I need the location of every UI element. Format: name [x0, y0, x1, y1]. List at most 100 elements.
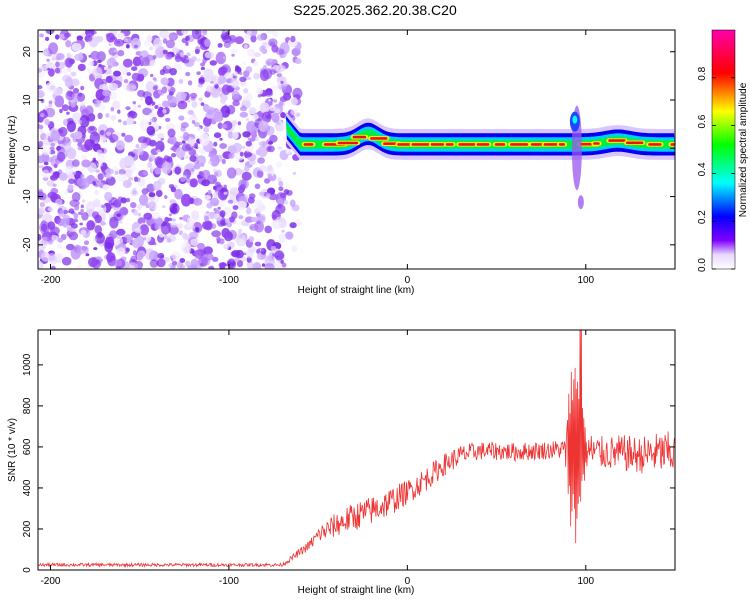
- noise-speckle: [231, 90, 240, 99]
- snr-ytick-label: 400: [22, 479, 33, 496]
- noise-speckle: [87, 35, 93, 42]
- noise-speckle: [170, 206, 178, 214]
- noise-speckle: [68, 231, 79, 241]
- noise-speckle: [201, 169, 211, 179]
- noise-speckle: [252, 114, 259, 120]
- noise-speckle: [231, 38, 237, 43]
- noise-speckle: [291, 204, 300, 212]
- noise-speckle: [116, 213, 122, 218]
- noise-speckle: [87, 125, 97, 134]
- snr-ylabel: SNR (10 * v/v): [7, 418, 18, 482]
- noise-speckle: [256, 169, 264, 178]
- noise-speckle: [76, 245, 85, 255]
- noise-speckle: [120, 197, 127, 204]
- noise-speckle: [164, 216, 170, 223]
- noise-speckle: [165, 53, 173, 60]
- noise-speckle: [39, 165, 44, 169]
- noise-speckle: [255, 215, 266, 224]
- noise-speckle: [220, 93, 228, 102]
- noise-speckle: [295, 58, 302, 65]
- noise-speckle: [97, 153, 105, 163]
- noise-speckle: [67, 184, 74, 191]
- noise-speckle: [277, 70, 282, 74]
- noise-speckle: [178, 141, 183, 146]
- burst-lower-blob: [577, 195, 584, 210]
- noise-speckle: [243, 88, 249, 94]
- noise-speckle: [41, 169, 50, 179]
- noise-speckle: [254, 52, 261, 57]
- noise-speckle: [180, 177, 186, 182]
- noise-speckle: [68, 58, 75, 65]
- noise-speckle: [214, 172, 219, 177]
- noise-speckle: [178, 115, 185, 121]
- noise-speckle: [123, 155, 134, 167]
- noise-speckle: [180, 52, 185, 58]
- noise-speckle: [137, 104, 141, 108]
- noise-speckle: [254, 241, 262, 247]
- noise-speckle: [166, 237, 172, 243]
- noise-speckle: [191, 210, 199, 221]
- noise-speckle: [38, 116, 44, 123]
- noise-speckle: [125, 197, 131, 203]
- noise-speckle: [270, 245, 277, 251]
- noise-speckle: [48, 68, 55, 77]
- noise-speckle: [110, 106, 115, 112]
- noise-speckle: [156, 149, 161, 154]
- noise-speckle: [261, 111, 272, 123]
- noise-speckle: [66, 147, 77, 160]
- noise-speckle: [45, 82, 56, 92]
- noise-speckle: [55, 198, 63, 207]
- noise-speckle: [197, 126, 201, 132]
- noise-speckle: [58, 61, 65, 70]
- noise-speckle: [81, 177, 91, 188]
- noise-speckle: [48, 42, 59, 55]
- noise-speckle: [127, 262, 138, 269]
- colorbar: 0.0 0.2 0.4 0.6 0.8 Normalized spectral ampl…: [697, 29, 749, 272]
- noise-speckle: [93, 247, 98, 251]
- noise-speckle: [140, 56, 150, 67]
- noise-speckle: [73, 218, 79, 223]
- noise-speckle: [83, 240, 90, 245]
- noise-speckle: [125, 106, 131, 111]
- noise-speckle: [105, 113, 110, 118]
- noise-speckle: [278, 181, 284, 187]
- noise-speckle: [175, 91, 186, 104]
- noise-speckle: [108, 82, 119, 91]
- noise-speckle: [274, 250, 285, 261]
- noise-speckle: [131, 258, 136, 263]
- noise-speckle: [105, 75, 113, 83]
- noise-speckle: [236, 260, 244, 268]
- snr-xtick-label: -200: [40, 576, 60, 587]
- noise-speckle: [43, 51, 47, 56]
- noise-speckle: [54, 95, 65, 108]
- noise-speckle: [161, 161, 172, 175]
- noise-speckle: [117, 173, 127, 182]
- noise-speckle: [222, 34, 232, 44]
- noise-speckle: [246, 120, 256, 134]
- noise-speckle: [71, 42, 82, 52]
- noise-speckle: [250, 34, 257, 43]
- noise-speckle: [154, 166, 162, 175]
- noise-speckle: [229, 187, 239, 196]
- noise-speckle: [204, 76, 211, 83]
- noise-speckle: [93, 132, 99, 137]
- noise-speckle: [48, 252, 56, 262]
- noise-speckle: [253, 72, 260, 80]
- noise-speckle: [113, 39, 125, 47]
- noise-speckle: [221, 84, 231, 95]
- noise-speckle: [160, 77, 169, 86]
- noise-speckle: [245, 66, 253, 74]
- noise-speckle: [236, 200, 247, 210]
- snr-ytick-label: 0: [22, 567, 33, 573]
- noise-speckle: [181, 143, 191, 152]
- noise-speckle: [242, 131, 251, 138]
- noise-speckle: [98, 104, 106, 111]
- noise-speckle: [203, 68, 214, 78]
- noise-speckle: [149, 118, 154, 123]
- noise-speckle: [123, 38, 128, 43]
- noise-speckle: [166, 39, 175, 49]
- noise-speckle: [224, 218, 230, 224]
- noise-speckle: [216, 217, 221, 222]
